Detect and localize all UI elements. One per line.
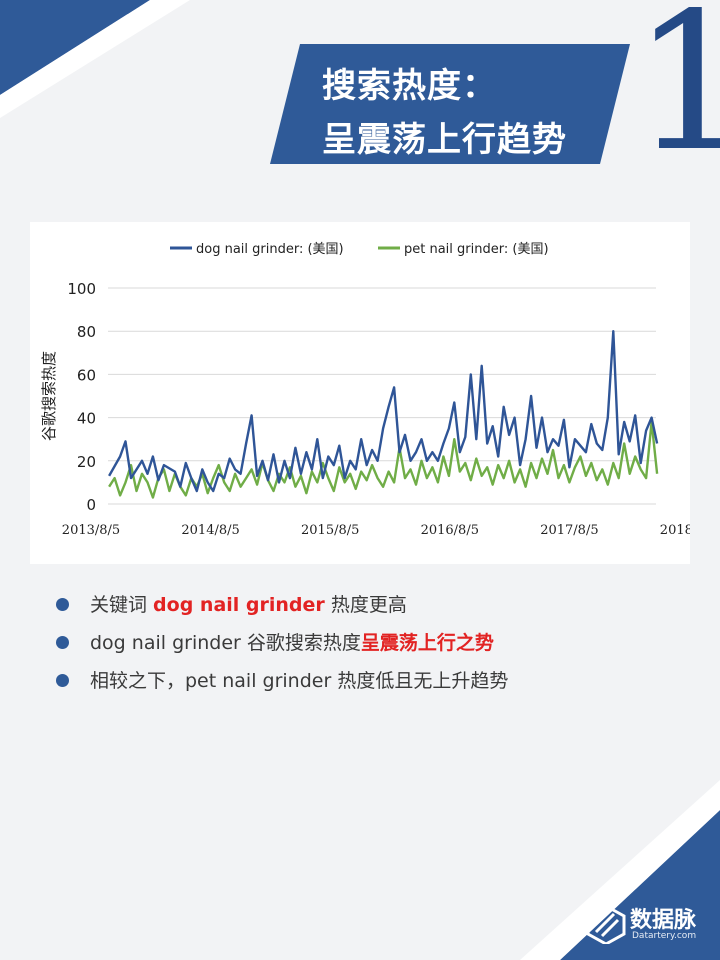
title-line-2: 呈震荡上行趋势 xyxy=(322,120,567,160)
bullet-text-part: 相较之下，pet nail grinder 热度低且无上升趋势 xyxy=(90,670,509,692)
bullet-dot xyxy=(56,674,69,687)
legend-label: dog nail grinder: (美国) xyxy=(196,242,344,257)
bullet-text-part: 关键词 xyxy=(90,594,154,616)
line-chart: 0 20 40 60 80 100 2013/8/5 2014/8/5 2015/8/5 2016… xyxy=(40,242,718,538)
section-number: 1 xyxy=(632,0,720,193)
series-line-dog-nail-grinder xyxy=(108,330,659,493)
bullet-text-3: 相较之下，pet nail grinder 热度低且无上升趋势 xyxy=(90,670,508,692)
brand-domain: Datartery.com xyxy=(632,931,697,941)
brand-logo-icon xyxy=(586,904,626,944)
x-tick-label: 2018/8/5 xyxy=(660,523,690,538)
title-banner xyxy=(270,44,630,164)
legend-label: pet nail grinder: (美国) xyxy=(404,242,549,257)
bullet-text-1: 关键词 dog nail grinder 热度更高 xyxy=(90,594,407,616)
highlight-text: dog nail grinder xyxy=(153,594,325,616)
bullet-text-part: dog nail grinder 谷歌搜索热度 xyxy=(90,632,361,654)
x-tick-label: 2013/8/5 xyxy=(62,523,120,538)
y-tick-label: 100 xyxy=(67,280,96,298)
y-tick-label: 20 xyxy=(77,453,96,471)
title-line-1: 搜索热度： xyxy=(322,66,497,106)
bullet-text-2: dog nail grinder 谷歌搜索热度呈震荡上行之势 xyxy=(90,632,494,654)
y-tick-label: 0 xyxy=(86,496,96,514)
x-tick-label: 2016/8/5 xyxy=(421,523,479,538)
bullet-item-1: 关键词 dog nail grinder 热度更高 xyxy=(56,592,508,630)
brand-name: 数据脉 xyxy=(630,908,697,933)
bullet-item-3: 相较之下，pet nail grinder 热度低且无上升趋势 xyxy=(56,668,508,706)
bullet-text-part: 热度更高 xyxy=(324,594,407,616)
x-tick-label: 2017/8/5 xyxy=(540,523,598,538)
bullet-dot xyxy=(56,598,69,611)
highlight-text: 呈震荡上行之势 xyxy=(360,632,494,654)
chart-panel: 0 20 40 60 80 100 2013/8/5 2014/8/5 2015/8/5 2016… xyxy=(30,222,718,564)
y-axis-label: 谷歌搜索热度 xyxy=(40,351,58,441)
y-tick-label: 40 xyxy=(77,410,96,428)
y-tick-label: 80 xyxy=(77,323,96,341)
y-tick-label: 60 xyxy=(77,366,96,384)
x-tick-label: 2014/8/5 xyxy=(181,523,239,538)
bullet-item-2: dog nail grinder 谷歌搜索热度呈震荡上行之势 xyxy=(56,630,508,668)
bullet-list: 关键词 dog nail grinder 热度更高 dog nail grind… xyxy=(56,592,508,706)
bullet-dot xyxy=(56,636,69,649)
x-tick-label: 2015/8/5 xyxy=(301,523,359,538)
